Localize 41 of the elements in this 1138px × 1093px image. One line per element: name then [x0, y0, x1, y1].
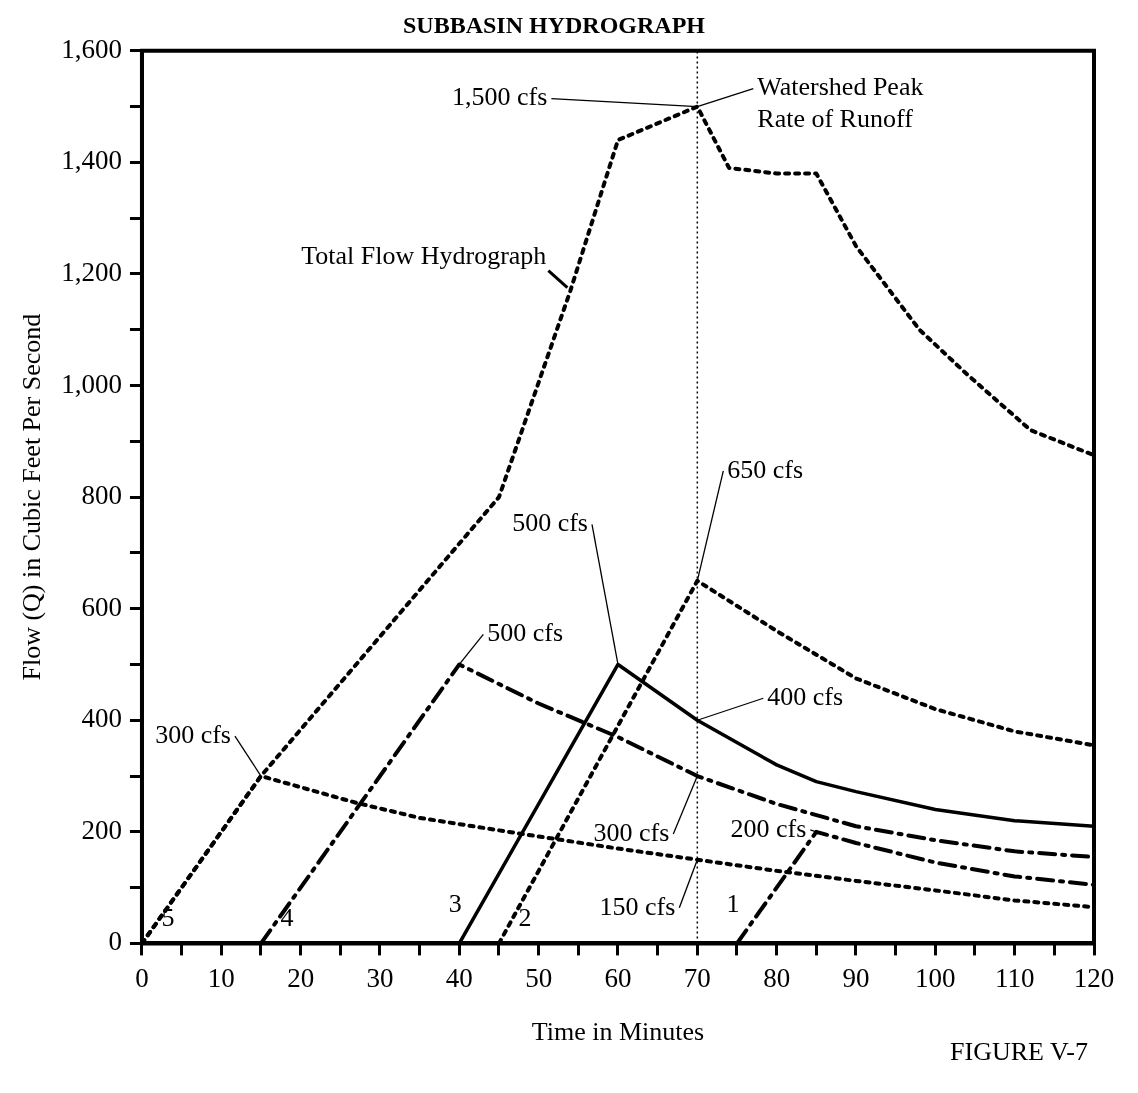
series-label: 1 — [726, 889, 740, 919]
annotation: 300 cfs — [593, 817, 670, 847]
x-tick-label: 50 — [525, 962, 553, 993]
x-tick-label: 10 — [207, 962, 235, 993]
series-label: 3 — [448, 889, 462, 919]
annotation: 650 cfs — [727, 454, 804, 484]
y-tick-label: 800 — [81, 480, 122, 511]
annotation: 300 cfs — [155, 719, 231, 749]
annotation: 400 cfs — [767, 682, 844, 712]
x-tick-label: 30 — [366, 962, 394, 993]
x-tick-label: 100 — [915, 962, 956, 993]
annotation: Watershed Peak Rate of Runoff — [757, 72, 924, 134]
x-tick-label: 0 — [135, 962, 149, 993]
y-tick-label: 400 — [81, 703, 122, 734]
annotation: 1,500 cfs — [451, 82, 548, 112]
text: FIGURE V-7 — [950, 1037, 1088, 1067]
series-label: 2 — [518, 903, 532, 933]
y-tick-label: 1,000 — [61, 368, 122, 399]
annotation: 500 cfs — [487, 618, 564, 648]
x-tick-label: 110 — [994, 962, 1035, 993]
x-tick-label: 80 — [763, 962, 791, 993]
y-tick-label: 0 — [108, 926, 122, 957]
x-axis-title: Time in Minutes — [531, 1017, 705, 1047]
y-axis-title: Flow (Q) in Cubic Feet Per Second — [17, 313, 47, 681]
y-tick-label: 200 — [81, 814, 122, 845]
y-tick-label: 600 — [81, 591, 122, 622]
annotation: 150 cfs — [599, 891, 676, 921]
x-tick-label: 90 — [842, 962, 870, 993]
y-tick-label: 1,600 — [61, 33, 122, 64]
y-tick-label: 1,400 — [61, 145, 122, 176]
series-label: Total Flow Hydrograph — [301, 240, 547, 270]
x-tick-label: 40 — [445, 962, 473, 993]
y-tick-label: 1,200 — [61, 257, 122, 288]
chart-title: SUBBASIN HYDROGRAPH — [402, 11, 706, 38]
x-tick-label: 70 — [683, 962, 711, 993]
x-tick-label: 120 — [1073, 962, 1115, 993]
x-tick-label: 60 — [604, 962, 632, 993]
x-tick-label: 20 — [287, 962, 315, 993]
annotation: 500 cfs — [512, 508, 588, 538]
annotation: 200 cfs — [730, 813, 807, 843]
series-label: 4 — [280, 903, 294, 933]
